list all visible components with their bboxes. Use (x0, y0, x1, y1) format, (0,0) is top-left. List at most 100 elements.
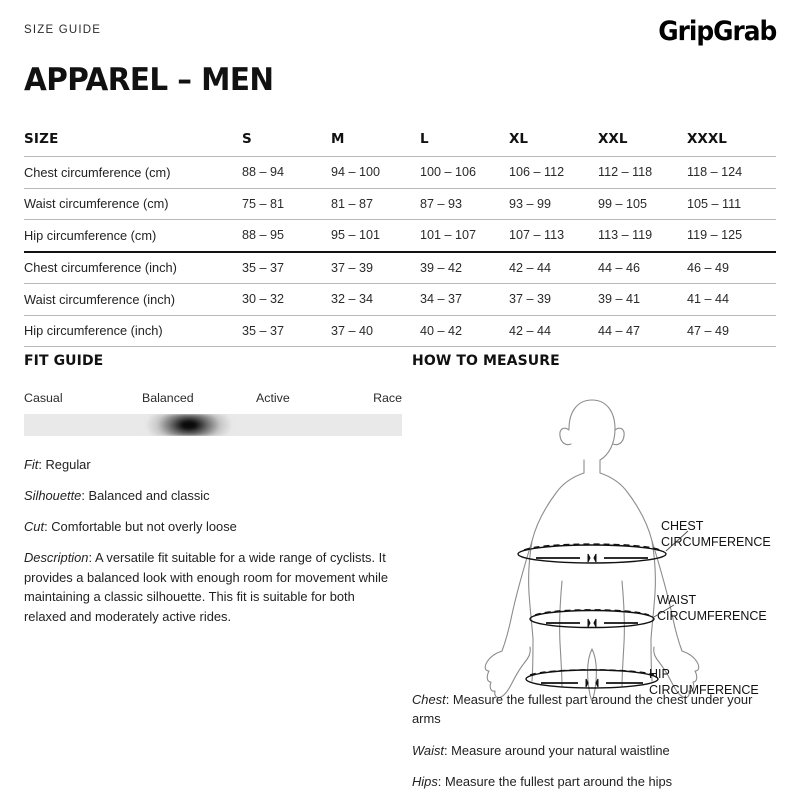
cell-m: 37 – 39 (331, 250, 420, 284)
fit-attribute-label: Fit (24, 457, 39, 472)
body-measurement-diagram: CHEST CIRCUMFERENCE WAIST CIRCUMFERENCE … (412, 381, 784, 701)
column-header-s: S (242, 131, 252, 147)
fit-scale-label-casual: Casual (24, 391, 63, 405)
column-header-xl: XL (509, 131, 529, 147)
callout-hip-line1: HIP (649, 667, 670, 681)
fit-guide-title: FIT GUIDE (24, 353, 104, 369)
cell-xxxl: 105 – 111 (687, 187, 776, 220)
size-table-head: SIZE S M L XL XXL XXXL (24, 126, 776, 157)
measure-note-chest: Chest: Measure the fullest part around t… (412, 690, 784, 729)
fit-scale-bar (24, 414, 402, 436)
cell-s: 30 – 32 (242, 283, 331, 315)
cell-xxl: 44 – 46 (598, 250, 687, 284)
cell-s: 75 – 81 (242, 187, 331, 220)
measure-note-label: Waist (412, 742, 444, 758)
page-header: SIZE GUIDE GripGrab (24, 16, 777, 48)
cell-xxl: 44 – 47 (598, 314, 687, 347)
eyebrow-label: SIZE GUIDE (24, 24, 102, 36)
fit-description: Description: A versatile fit suitable fo… (24, 548, 396, 626)
cell-xl: 37 – 39 (509, 283, 598, 315)
page-title: APPAREL – MEN (24, 62, 274, 98)
cell-l: 87 – 93 (420, 187, 509, 220)
callout-waist-line1: WAIST (657, 593, 696, 607)
fit-attribute-label: Cut (24, 519, 45, 534)
row-label: Hip circumference (cm) (24, 219, 242, 252)
row-label: Waist circumference (cm) (24, 187, 242, 220)
column-header-l: L (420, 131, 429, 147)
hip-measure-indicator (525, 669, 659, 689)
fit-scale-labels: Casual Balanced Active Race (24, 391, 402, 408)
column-header-xxl: XXL (598, 131, 628, 147)
column-header-size: SIZE (24, 131, 59, 147)
measure-note-waist: Waist: Measure around your natural waist… (412, 741, 784, 760)
fit-attribute-fit: Fit: Regular (24, 455, 402, 475)
cell-xxxl: 41 – 44 (687, 283, 776, 315)
measure-instructions: Chest: Measure the fullest part around t… (412, 690, 784, 803)
measure-note-label: Chest (412, 692, 446, 707)
fit-attribute-value: Comfortable but not overly loose (51, 519, 237, 534)
fit-attribute-silhouette: Silhouette: Balanced and classic (24, 486, 402, 506)
cell-xl: 107 – 113 (509, 219, 598, 252)
cell-m: 32 – 34 (331, 283, 420, 315)
cell-l: 40 – 42 (420, 314, 509, 347)
brand-logo: GripGrab (657, 16, 777, 47)
fit-attribute-label: Silhouette (24, 488, 82, 503)
fit-description-text: A versatile fit suitable for a wide rang… (24, 550, 389, 624)
measure-note-value: Measure the fullest part around the ches… (412, 692, 753, 727)
fit-description-sep: : (88, 550, 95, 565)
cell-xl: 42 – 44 (509, 250, 598, 284)
measure-note-sep: : (437, 774, 445, 790)
fit-attribute-value: Balanced and classic (88, 488, 210, 503)
fit-scale-label-race: Race (373, 391, 402, 405)
cell-m: 94 – 100 (331, 156, 420, 188)
row-label: Chest circumference (cm) (24, 156, 242, 188)
cell-l: 100 – 106 (420, 156, 509, 188)
cell-l: 39 – 42 (420, 250, 509, 284)
row-label: Waist circumference (inch) (24, 283, 242, 315)
callout-hip-line2: CIRCUMFERENCE (649, 683, 759, 697)
measure-note-value: Measure the fullest part around the hips (444, 774, 673, 790)
cell-s: 88 – 95 (242, 219, 331, 252)
cell-xxxl: 47 – 49 (687, 314, 776, 347)
table-row: Chest circumference (cm) 88 – 94 94 – 10… (24, 156, 776, 188)
chest-measure-indicator (517, 530, 689, 564)
cell-xxl: 99 – 105 (598, 187, 687, 220)
table-row: Waist circumference (inch) 30 – 32 32 – … (24, 283, 776, 315)
fit-attributes: Fit: Regular Silhouette: Balanced and cl… (24, 455, 402, 626)
column-header-m: M (331, 131, 345, 147)
how-to-measure-title: HOW TO MEASURE (412, 353, 560, 369)
row-label: Hip circumference (inch) (24, 314, 242, 347)
table-row: Hip circumference (inch) 35 – 37 37 – 40… (24, 314, 776, 347)
cell-xxl: 113 – 119 (598, 219, 687, 252)
fit-scale-label-balanced: Balanced (142, 391, 194, 405)
cell-xxxl: 46 – 49 (687, 250, 776, 284)
cell-s: 35 – 37 (242, 314, 331, 347)
size-table: SIZE S M L XL XXL XXXL Chest circumferen… (24, 126, 776, 347)
cell-m: 81 – 87 (331, 187, 420, 220)
measure-note-hips: Hips: Measure the fullest part around th… (412, 772, 784, 791)
cell-xl: 106 – 112 (509, 156, 598, 188)
cell-m: 37 – 40 (331, 314, 420, 347)
callout-chest-line1: CHEST (661, 519, 704, 533)
fit-description-label: Description (24, 550, 89, 565)
table-row: Waist circumference (cm) 75 – 81 81 – 87… (24, 187, 776, 220)
table-row: Chest circumference (inch) 35 – 37 37 – … (24, 250, 776, 284)
fit-scale-label-active: Active (256, 391, 290, 405)
fit-attribute-sep: : (44, 519, 52, 534)
cell-l: 101 – 107 (420, 219, 509, 252)
measure-note-label: Hips (412, 774, 438, 790)
measure-note-sep: : (445, 692, 453, 707)
fit-attribute-sep: : (81, 488, 89, 503)
cell-s: 88 – 94 (242, 156, 331, 188)
cell-l: 34 – 37 (420, 283, 509, 315)
callout-chest-line2: CIRCUMFERENCE (661, 535, 771, 549)
row-label: Chest circumference (inch) (24, 250, 242, 284)
table-row: Hip circumference (cm) 88 – 95 95 – 101 … (24, 219, 776, 252)
fit-guide-section: FIT GUIDE Casual Balanced Active Race Fi… (24, 353, 402, 626)
fit-attribute-value: Regular (45, 457, 91, 472)
cell-s: 35 – 37 (242, 250, 331, 284)
body-silhouette-icon (484, 399, 700, 701)
fit-attribute-cut: Cut: Comfortable but not overly loose (24, 517, 402, 537)
fit-attribute-sep: : (38, 457, 46, 472)
